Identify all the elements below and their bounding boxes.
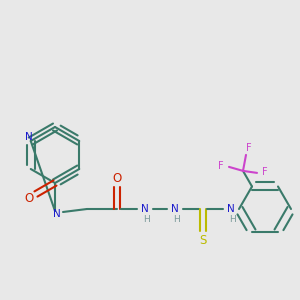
Text: F: F [246, 143, 252, 153]
Text: N: N [227, 204, 235, 214]
Text: S: S [199, 233, 207, 247]
Text: O: O [24, 191, 34, 205]
Text: H: H [229, 214, 236, 224]
Text: N: N [141, 204, 149, 214]
Text: N: N [25, 132, 33, 142]
Text: H: H [172, 214, 179, 224]
Text: H: H [142, 214, 149, 224]
Text: N: N [53, 209, 61, 219]
Text: F: F [262, 167, 268, 177]
Text: O: O [112, 172, 122, 184]
Text: F: F [218, 161, 224, 171]
Text: N: N [171, 204, 179, 214]
